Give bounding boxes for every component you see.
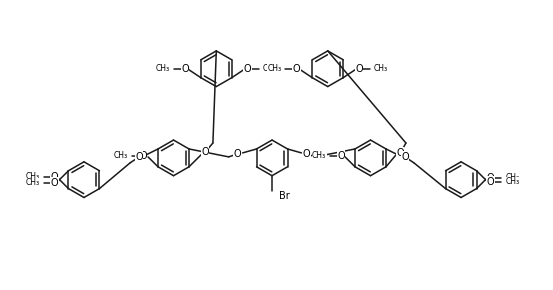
Text: CH₃: CH₃ (505, 177, 520, 186)
Text: O: O (337, 151, 345, 161)
Text: O: O (135, 152, 143, 162)
Text: CH₃: CH₃ (312, 151, 326, 160)
Text: O: O (396, 148, 404, 158)
Text: O: O (51, 172, 59, 182)
Text: O: O (401, 152, 409, 162)
Text: O: O (244, 64, 252, 74)
Text: CH₃: CH₃ (263, 64, 277, 73)
Text: O: O (487, 177, 494, 187)
Text: O: O (234, 149, 242, 159)
Text: O: O (487, 173, 494, 183)
Text: O: O (356, 64, 363, 74)
Text: CH₃: CH₃ (25, 172, 40, 181)
Text: O: O (293, 64, 300, 74)
Text: O: O (201, 147, 209, 157)
Text: CH₃: CH₃ (114, 151, 128, 160)
Text: O: O (139, 151, 147, 161)
Text: CH₃: CH₃ (374, 64, 388, 73)
Text: Br: Br (279, 191, 290, 200)
Text: O: O (302, 149, 310, 159)
Text: CH₃: CH₃ (505, 173, 520, 182)
Text: CH₃: CH₃ (25, 178, 40, 187)
Text: CH₃: CH₃ (156, 64, 170, 73)
Text: CH₃: CH₃ (267, 64, 281, 73)
Text: O: O (51, 178, 59, 188)
Text: O: O (181, 64, 189, 74)
